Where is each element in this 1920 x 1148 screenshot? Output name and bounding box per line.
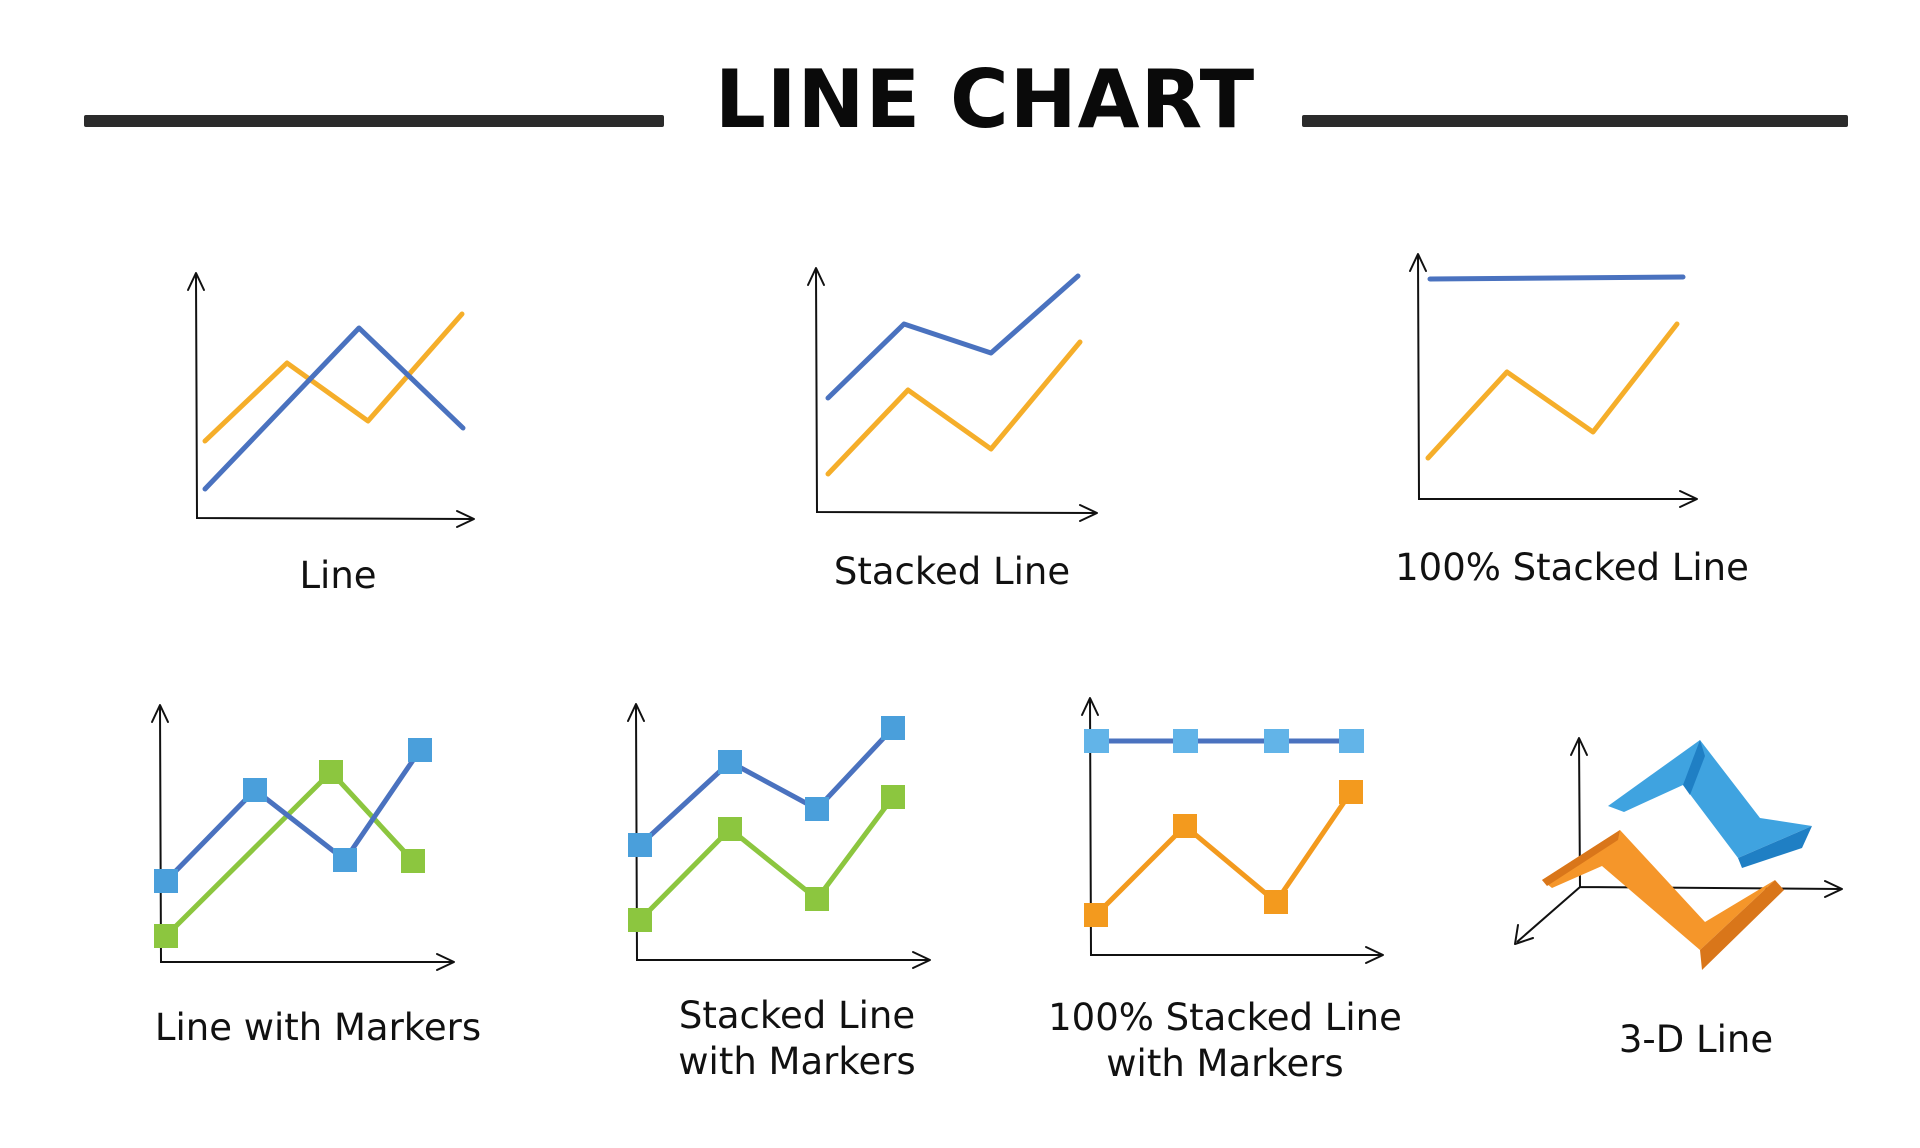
y-arrow [1409,253,1427,272]
y-arrow [1081,697,1099,716]
axis-lines [1417,255,1695,500]
series-orange [1093,789,1354,918]
marker [1264,890,1288,914]
chart-line-markers [151,704,455,971]
chart-stacked-line-markers [627,703,931,969]
chart-line [187,272,475,528]
chart-100-stacked-line-axes [1409,253,1698,508]
chart-stacked-line-axes [807,267,1098,522]
marker [154,869,178,893]
x-arrow [456,510,475,528]
chart-line-markers-axes [151,704,455,971]
axis-lines [815,269,1096,514]
series-blue [1427,274,1686,282]
markers-green [628,785,905,932]
markers-light-blue [1084,729,1364,753]
marker [1084,729,1109,753]
y-arrow [627,703,645,722]
label-line-with-markers: Line with Markers [154,1006,482,1049]
axis-lines [635,705,928,961]
ribbon-orange [1542,830,1784,970]
label-100-stacked-line-markers-1: 100% Stacked Line [1048,996,1402,1039]
x-arrow [1679,490,1698,508]
ribbon-side [1700,880,1784,970]
marker [628,833,652,857]
marker [154,924,178,948]
ribbon-side [1683,740,1705,795]
page-title: LINE CHART [714,53,1256,146]
x-arrow [1824,880,1843,898]
x-arrow [436,953,455,971]
title-rule-right [1302,115,1848,127]
x-arrow [912,951,931,969]
y-arrow [187,272,205,291]
series-orange [202,311,465,444]
chart-3d-line-axes [1514,737,1843,945]
axis-lines [1089,699,1381,956]
markers-blue [154,738,432,893]
marker [1264,729,1289,753]
series-orange [825,339,1083,477]
axis-lines [1516,739,1841,943]
marker [333,848,357,872]
chart-stacked-line-markers-axes [627,703,931,969]
marker [1339,729,1364,753]
y-arrow [807,267,825,286]
markers-orange [1084,780,1363,927]
markers-blue [628,716,905,857]
series-blue [202,325,466,492]
ribbon-blue [1608,740,1812,868]
x-arrow [1079,504,1098,522]
chart-100-stacked-line [1409,253,1698,508]
label-stacked-line-markers-2: with Markers [678,1040,916,1083]
marker [718,750,742,774]
marker [408,738,432,762]
ribbon-side [1542,830,1620,886]
axis-lines [159,706,452,963]
chart-stacked-line [807,267,1098,522]
marker [1084,903,1108,927]
marker [718,817,742,841]
z-arrow [1514,924,1534,945]
series-blue [163,747,423,884]
label-3d-line: 3-D Line [1618,1018,1774,1061]
markers-green [154,760,425,948]
series-blue [825,273,1081,401]
label-stacked-line: Stacked Line [833,550,1071,593]
marker [881,716,905,740]
ribbon-side [1738,826,1812,868]
marker [243,778,267,802]
marker [805,797,829,821]
marker [805,887,829,911]
series-green [637,794,896,923]
marker [881,785,905,809]
marker [401,849,425,873]
series-orange [1425,321,1680,461]
title-rule-left [84,115,664,127]
marker [1173,814,1197,838]
series-green [163,769,416,939]
marker [628,908,652,932]
axis-lines [195,274,473,520]
y-arrow [151,704,169,723]
label-100-stacked-line-markers-2: with Markers [1106,1042,1344,1085]
ribbon-top [1608,740,1812,858]
ribbon-top [1542,830,1775,950]
chart-line-axes [187,272,475,528]
marker [1339,780,1363,804]
label-line: Line [299,554,377,597]
marker [1173,729,1198,753]
label-100-stacked-line: 100% Stacked Line [1395,546,1749,589]
y-arrow [1570,737,1588,756]
chart-100-stacked-line-markers [1081,697,1384,964]
series-blue [637,725,896,848]
chart-100-stacked-line-markers-axes [1081,697,1384,964]
chart-3d-line [1514,737,1843,970]
label-stacked-line-markers-1: Stacked Line [678,994,916,1037]
x-arrow [1365,946,1384,964]
marker [319,760,343,784]
